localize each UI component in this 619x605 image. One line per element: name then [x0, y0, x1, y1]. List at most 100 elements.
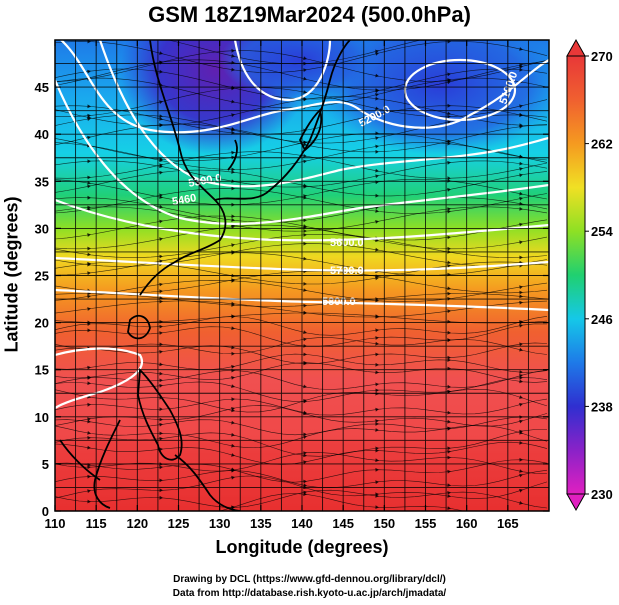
- streamline-arrow: [375, 448, 379, 453]
- x-axis-label: Longitude (degrees): [215, 537, 389, 557]
- streamline-arrow: [519, 342, 523, 347]
- streamline-arrow: [447, 338, 451, 343]
- streamline-arrow: [519, 47, 523, 51]
- streamline-arrow: [159, 237, 163, 241]
- streamline-arrow: [303, 288, 307, 292]
- streamline-arrow: [375, 494, 379, 498]
- streamline-arrow: [519, 300, 523, 305]
- streamline-arrow: [519, 167, 523, 171]
- streamline-arrow: [159, 488, 163, 493]
- streamline-arrow: [87, 69, 91, 74]
- streamline-arrow: [375, 144, 379, 149]
- streamline-arrow: [519, 376, 523, 380]
- streamline-arrow: [231, 150, 235, 155]
- streamline-arrow: [375, 458, 379, 463]
- credit-data: Data from http://database.rish.kyoto-u.a…: [172, 588, 447, 599]
- streamline-arrow: [231, 127, 235, 131]
- streamline-arrow: [231, 326, 235, 331]
- streamline-arrow: [519, 473, 523, 478]
- streamline-arrow: [375, 73, 379, 78]
- streamline-arrow: [159, 114, 163, 118]
- streamline-arrow: [519, 441, 523, 445]
- streamline-arrow: [375, 136, 379, 140]
- streamline-arrow: [447, 483, 451, 487]
- streamline-arrow: [159, 407, 163, 412]
- streamline-arrow: [447, 491, 451, 495]
- streamline-arrow: [519, 191, 523, 196]
- y-tick-label: 10: [35, 410, 49, 425]
- streamline-arrow: [375, 220, 379, 224]
- streamline-arrow: [303, 360, 307, 365]
- streamline-arrow: [447, 246, 451, 251]
- streamline-arrow: [519, 196, 523, 201]
- streamline-arrow: [87, 31, 91, 35]
- streamline-arrow: [375, 336, 379, 340]
- streamline-arrow: [231, 170, 235, 174]
- streamline-arrow: [303, 337, 307, 342]
- height-contours: [55, 40, 549, 409]
- x-tick-label: 115: [86, 516, 107, 531]
- colorbar-tick-label: 254: [591, 224, 613, 239]
- streamline-arrow: [447, 384, 451, 389]
- streamline-arrow: [303, 229, 307, 233]
- streamline-arrow: [519, 469, 523, 473]
- streamline-arrow: [447, 469, 451, 474]
- x-axis-ticks: 110 115 120 125 130 135 140 145 150 155 160 165: [45, 40, 519, 531]
- streamline-arrow: [375, 52, 379, 56]
- streamline-arrow: [87, 195, 91, 200]
- map-grid: [55, 40, 549, 511]
- y-tick-label: 35: [35, 174, 49, 189]
- streamline-arrow: [375, 382, 379, 387]
- streamline-arrow: [87, 40, 91, 44]
- streamline-arrow: [159, 465, 163, 470]
- streamline-arrow: [447, 410, 451, 415]
- streamline-arrow: [447, 235, 451, 240]
- streamline-arrow: [375, 174, 379, 179]
- streamline-arrow: [375, 193, 379, 198]
- colorbar-tick-label: 238: [591, 399, 613, 414]
- y-tick-label: 15: [35, 363, 49, 378]
- streamline-arrow: [87, 365, 91, 370]
- streamline-arrow: [87, 376, 91, 380]
- temperature-field: 5200.0 5300.0 5460 5600.0 5700.0 5800.0 …: [55, 31, 549, 511]
- streamline-arrow: [231, 384, 235, 388]
- streamline-arrow: [159, 164, 163, 169]
- streamline-arrow: [375, 328, 379, 333]
- streamline-arrow: [303, 492, 307, 497]
- x-tick-label: 130: [209, 516, 231, 531]
- streamline-arrow: [375, 352, 379, 357]
- colorbar-tick-label: 270: [591, 49, 613, 64]
- streamline-arrow: [519, 285, 523, 290]
- streamline-arrow: [231, 186, 235, 191]
- streamline-arrow: [87, 489, 91, 493]
- streamline-arrow: [519, 161, 523, 166]
- streamline-arrow: [447, 426, 451, 431]
- y-tick-label: 45: [35, 80, 49, 95]
- streamline-arrow: [231, 505, 235, 510]
- streamline-arrow: [519, 240, 523, 245]
- streamline-arrow: [159, 204, 163, 209]
- streamline-arrow: [447, 207, 451, 211]
- streamline-arrow: [159, 289, 163, 294]
- streamline-arrow: [519, 457, 523, 462]
- streamline-arrow: [303, 90, 307, 94]
- streamline-arrow: [87, 381, 91, 386]
- streamline-arrow: [447, 114, 451, 119]
- x-tick-label: 140: [291, 516, 313, 531]
- x-tick-label: 155: [415, 516, 437, 531]
- streamline-arrow: [159, 116, 163, 121]
- streamline-arrow: [375, 362, 379, 367]
- streamline-arrow: [303, 479, 307, 484]
- streamline-arrow: [303, 303, 307, 308]
- streamline-arrow: [231, 375, 235, 380]
- streamline-arrow: [447, 78, 451, 82]
- streamline-arrow: [231, 48, 235, 53]
- streamline-arrow: [87, 135, 91, 140]
- streamline-arrow: [303, 352, 307, 357]
- streamline-arrow: [375, 314, 379, 318]
- streamline-arrow: [519, 124, 523, 129]
- colorbar-bottom-arrow: [566, 493, 586, 512]
- streamline-arrow: [519, 501, 523, 505]
- x-tick-label: 120: [126, 516, 148, 531]
- streamline-arrow: [447, 264, 451, 268]
